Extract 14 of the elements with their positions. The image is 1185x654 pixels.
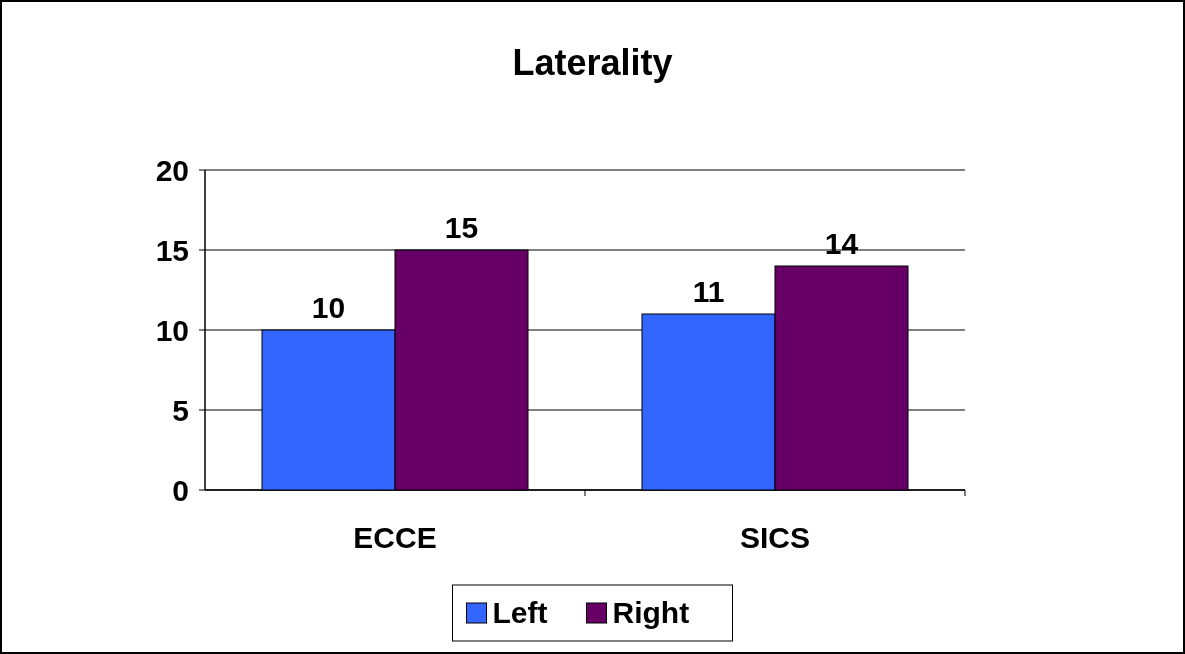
y-tick-label: 0 [172,473,189,507]
y-tick-label: 15 [155,233,189,267]
x-tick-label: ECCE [353,521,437,554]
data-label: 14 [824,227,859,260]
legend-label: Left [492,596,548,629]
legend-label: Right [612,596,690,629]
data-label: 10 [311,291,346,324]
data-label: 11 [692,275,725,308]
y-tick-label: 10 [155,313,189,347]
y-tick-label: 20 [155,153,189,187]
data-label: 15 [444,211,479,244]
y-tick-label: 5 [172,393,189,427]
x-tick-label: SICS [739,521,811,554]
chart-title: Laterality [512,42,673,83]
